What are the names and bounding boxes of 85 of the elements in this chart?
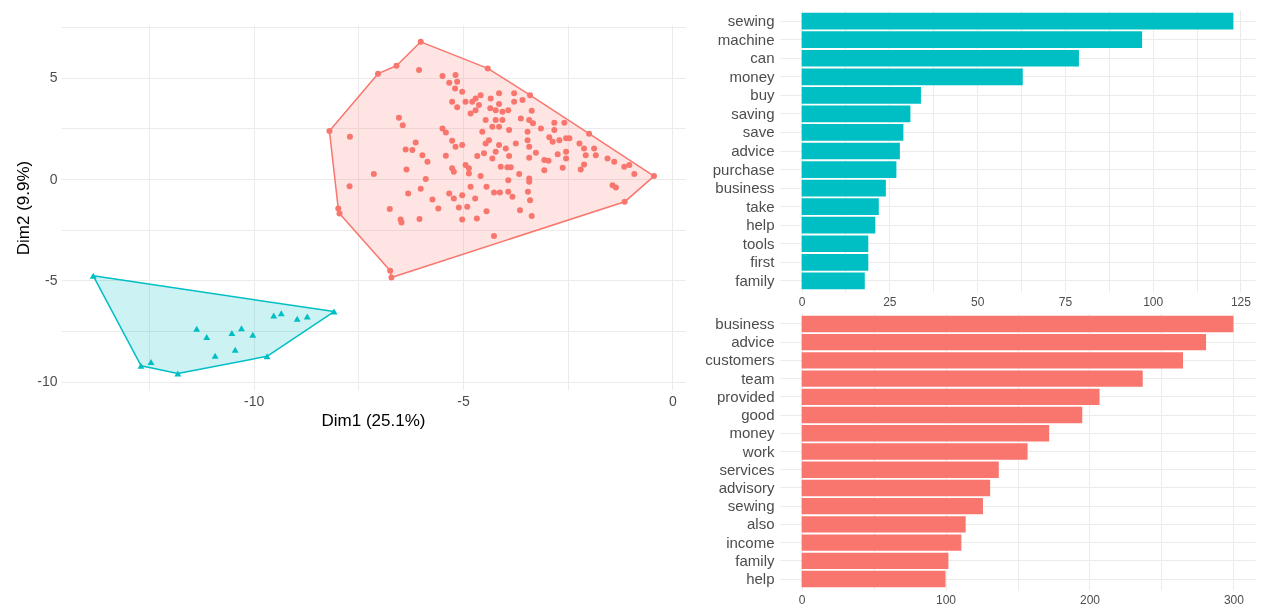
y-tick-label: -10 (37, 373, 58, 390)
x-tick-label: 200 (1079, 592, 1101, 607)
y-tick-label: tools (742, 234, 775, 252)
y-tick-label: services (719, 460, 775, 478)
y-tick-label: help (746, 570, 775, 588)
y-tick-label: sewing (727, 12, 775, 30)
bar (801, 406, 1083, 424)
y-tick-label: advice (731, 142, 775, 159)
bar (801, 479, 991, 497)
y-tick-label: saving (731, 104, 775, 122)
bar (801, 31, 1143, 49)
y-tick-label: team (741, 369, 775, 387)
y-tick-label: good (741, 406, 775, 424)
y-tick-label: machine (717, 30, 775, 48)
bar (801, 124, 904, 141)
y-tick-label: save (742, 123, 775, 141)
bar (801, 198, 879, 216)
y-tick-label: buy (750, 86, 775, 104)
y-tick-label: business (715, 179, 775, 197)
y-tick-label: first (750, 253, 776, 271)
y-tick-label: work (741, 442, 775, 460)
point (147, 359, 155, 366)
bar (801, 105, 911, 123)
y-tick-label: money (729, 424, 775, 442)
y-tick-label: customers (705, 351, 775, 369)
x-tick-label: 75 (1058, 294, 1073, 309)
point (137, 362, 145, 369)
point (277, 310, 285, 317)
bar (801, 552, 949, 570)
y-tick-label: take (746, 197, 775, 215)
point (203, 334, 211, 341)
bar (801, 425, 1050, 442)
x-tick-label: 0 (798, 592, 806, 607)
bar (801, 388, 1100, 406)
bar (801, 443, 1028, 460)
bar (801, 142, 900, 160)
bar (801, 570, 946, 588)
bar (801, 86, 921, 104)
point (293, 315, 301, 322)
y-tick-label: -5 (45, 272, 58, 288)
y-axis-title: Dim2 (9.9%) (14, 160, 34, 256)
bar (801, 315, 1234, 333)
point (231, 346, 239, 353)
y-tick-label: sewing (727, 497, 775, 515)
x-tick-label: 25 (883, 294, 897, 309)
y-tick-label: family (735, 271, 775, 289)
bar (801, 461, 999, 478)
x-tick-label: 0 (669, 392, 678, 409)
y-tick-label: business (715, 314, 775, 332)
y-tick-label: advice (731, 333, 775, 351)
y-tick-label: provided (716, 387, 775, 405)
y-tick-label: family (735, 551, 775, 569)
y-tick-label: also (746, 515, 775, 533)
point (211, 352, 219, 359)
point (249, 331, 257, 338)
x-tick-label: -5 (457, 392, 470, 409)
bar (801, 253, 869, 271)
bar (801, 333, 1207, 351)
bar (801, 179, 886, 197)
y-tick-label: advisory (718, 478, 775, 496)
x-tick-label: -10 (244, 392, 265, 409)
bar (801, 161, 897, 178)
point (228, 330, 236, 337)
point (174, 370, 182, 377)
x-tick-label: 100 (1143, 294, 1164, 309)
y-tick-label: 5 (49, 69, 58, 86)
point (330, 308, 338, 315)
bar (801, 272, 865, 290)
y-tick-label: 0 (49, 170, 58, 187)
y-tick-label: income (726, 533, 775, 551)
y-tick-label: money (729, 67, 775, 85)
y-tick-label: can (750, 49, 775, 67)
x-axis-title: Dim1 (25.1%) (321, 410, 426, 430)
y-tick-label: help (746, 216, 775, 234)
point (193, 325, 201, 332)
x-tick-label: 0 (798, 294, 806, 309)
x-tick-label: 125 (1230, 294, 1252, 309)
bar (801, 497, 983, 515)
y-tick-label: purchase (712, 160, 775, 178)
point (238, 325, 245, 332)
x-tick-label: 100 (936, 592, 957, 607)
point (89, 272, 97, 279)
x-tick-label: 300 (1223, 592, 1245, 607)
bar (801, 12, 1234, 30)
x-tick-label: 50 (970, 294, 985, 309)
